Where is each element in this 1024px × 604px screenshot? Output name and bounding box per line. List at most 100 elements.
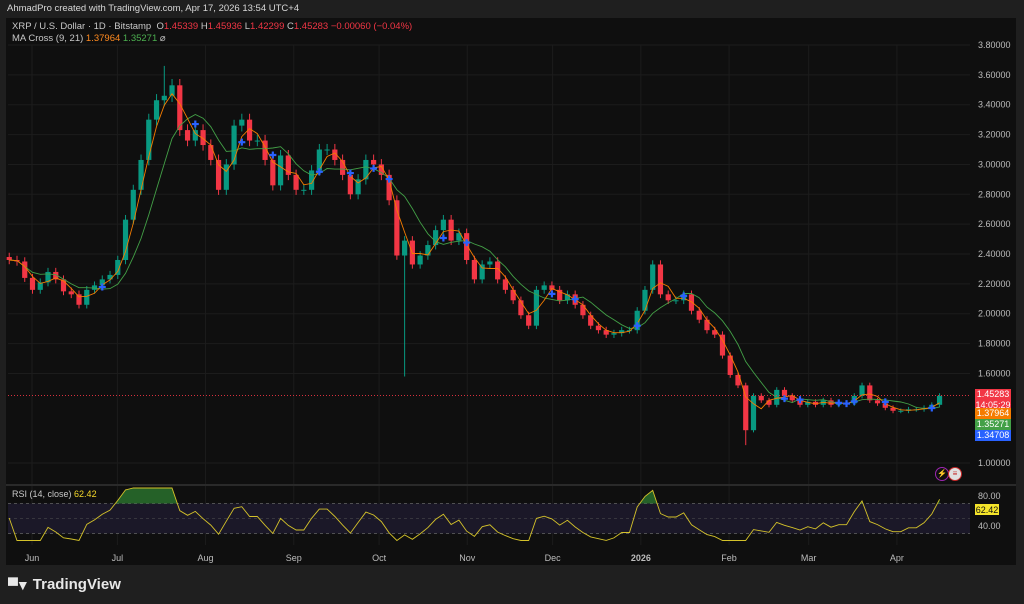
candle-body: [340, 159, 346, 175]
ma-cross-marker: [680, 292, 688, 300]
candle-body: [332, 149, 338, 160]
rsi-value-tag: [975, 504, 999, 515]
candle-body: [595, 325, 602, 331]
price-axis-label: 2.20000: [978, 279, 1011, 289]
ma-fast-tag: 1.37964: [975, 408, 1011, 419]
candle-body: [115, 259, 121, 275]
candle-body: [378, 164, 384, 175]
candle-body: [53, 271, 59, 280]
candle-body: [758, 395, 764, 401]
ma-cross-tag: 1.34708: [975, 430, 1011, 441]
time-axis-label: Nov: [459, 553, 476, 563]
candle-body: [936, 395, 943, 405]
symbol-title[interactable]: XRP / U.S. Dollar · 1D · Bitstamp: [12, 21, 152, 32]
candle-body: [192, 130, 198, 141]
candle-body: [169, 85, 175, 96]
ma-cross-title[interactable]: MA Cross (9, 21): [12, 33, 84, 44]
candle-body: [84, 289, 90, 305]
candle-body: [673, 300, 679, 302]
candle-body: [285, 155, 291, 175]
ma-cross-marker: [269, 151, 277, 159]
time-axis-label: Jun: [25, 553, 40, 563]
candle-body: [657, 264, 664, 295]
candle-body: [564, 294, 571, 301]
candle-body: [471, 259, 477, 280]
candle-body: [557, 289, 563, 301]
close-label: C: [287, 21, 294, 32]
rsi-axis-40: 40.00: [978, 521, 1001, 531]
price-axis-label: 1.60000: [978, 368, 1011, 378]
us-flag-icon[interactable]: ≡: [948, 467, 962, 481]
candle-body: [138, 159, 144, 190]
price-axis-label: 3.60000: [978, 70, 1011, 80]
candle-body: [68, 291, 74, 295]
last-price-tag: 1.45283 14:05:29: [975, 389, 1011, 411]
chart-credit: AhmadPro created with TradingView.com, A…: [7, 3, 300, 14]
ma-cross-marker: [881, 398, 889, 406]
time-axis-label: Jul: [112, 553, 124, 563]
ma-cross-marker: [346, 169, 354, 177]
candle-body: [402, 240, 408, 256]
candle-body: [696, 310, 702, 320]
close-value: 1.45283: [293, 21, 329, 32]
rsi-legend: RSI (14, close) 62.42: [12, 489, 97, 499]
lightning-icon[interactable]: ⚡: [935, 467, 949, 481]
candle-body: [91, 285, 98, 290]
high-label: H: [200, 21, 208, 32]
candle-body: [688, 294, 695, 311]
grid: [8, 44, 970, 545]
candle-body: [76, 294, 82, 305]
candle-body: [704, 319, 710, 331]
candle-body: [580, 304, 586, 316]
candle-body: [487, 261, 493, 265]
candle-body: [665, 294, 671, 301]
price-axis-label: 2.60000: [978, 219, 1011, 229]
ma-cross-marker: [571, 295, 579, 303]
low-label: L: [244, 21, 251, 32]
candle-body: [502, 279, 509, 290]
candle-body: [495, 261, 501, 280]
ma-cross-marker: [781, 395, 789, 403]
time-axis-label: Apr: [890, 553, 904, 563]
ma-cross-marker: [835, 399, 843, 407]
high-value: 1.45936: [207, 21, 243, 32]
time-axis-label: Mar: [801, 553, 817, 563]
price-axis: 3.80000 3.60000 3.40000 3.20000 3.00000 2.800…: [978, 40, 1011, 468]
rsi-title[interactable]: RSI (14, close): [12, 489, 72, 499]
candle-body: [200, 130, 206, 146]
price-axis-label: 1.00000: [978, 458, 1011, 468]
candle-body: [239, 119, 245, 126]
candle-body: [735, 374, 741, 386]
ma-cross-marker: [463, 239, 471, 247]
candle-body: [355, 179, 361, 195]
symbol-legend-row: XRP / U.S. Dollar · 1D · Bitstamp O1.453…: [12, 21, 412, 33]
candle-body: [208, 145, 214, 160]
price-axis-label: 2.80000: [978, 189, 1011, 199]
candle-body: [146, 119, 152, 160]
tradingview-logo[interactable]: ▀▼ TradingView: [8, 576, 121, 593]
candle-body: [433, 230, 439, 246]
candle-body: [45, 271, 51, 283]
candle-body: [898, 410, 904, 412]
candle-body: [882, 403, 888, 408]
candle-body: [246, 119, 253, 141]
ma-cross-marker: [796, 396, 804, 404]
candle-body: [293, 174, 299, 190]
candle-body: [541, 285, 547, 290]
ma-cross-marker: [191, 120, 199, 128]
candle-body: [386, 174, 392, 201]
last-price-value: 1.45283: [976, 389, 1010, 399]
candle-body: [719, 334, 726, 356]
candle-body: [6, 257, 12, 260]
candle-body: [781, 389, 788, 396]
tradingview-logo-icon: ▀▼: [8, 576, 30, 593]
ma-cross-marker: [843, 400, 851, 408]
ma-cross-marker: [928, 404, 936, 412]
price-axis-label: 2.40000: [978, 249, 1011, 259]
price-axis-label: 1.80000: [978, 339, 1011, 349]
candle-body: [324, 149, 330, 151]
candle-body: [37, 282, 43, 290]
rsi-line: [8, 487, 940, 542]
candle-body: [130, 189, 136, 220]
